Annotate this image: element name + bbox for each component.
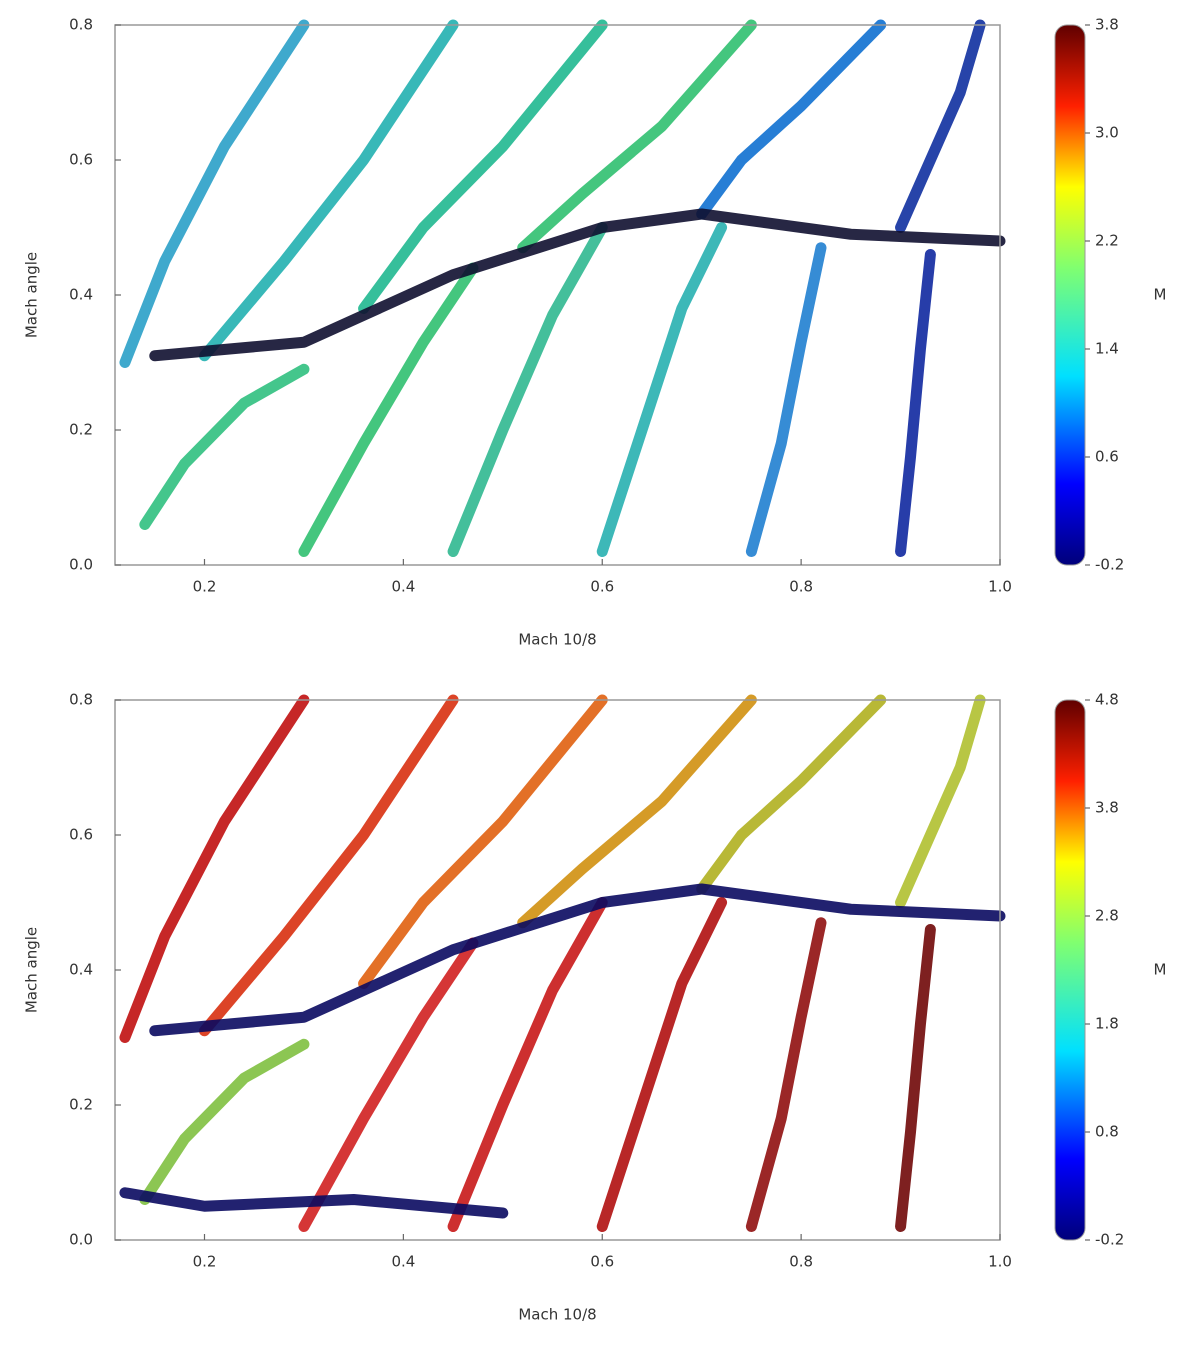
colorbar-tick-label: 1.8 — [1095, 1015, 1119, 1033]
colorbar-tick-label: 4.8 — [1095, 691, 1119, 709]
streamline — [447, 222, 608, 557]
colorbar — [1054, 24, 1086, 566]
colorbar-tick-label: 1.4 — [1095, 340, 1119, 358]
x-tick-label: 0.4 — [391, 578, 415, 596]
colorbar-tick-label: -0.2 — [1095, 1231, 1124, 1249]
streamline — [298, 937, 479, 1232]
colorbar-tick-label: 0.6 — [1095, 448, 1119, 466]
y-tick-label: 0.4 — [69, 286, 93, 304]
streamline — [895, 924, 936, 1232]
y-tick-label: 0.6 — [69, 151, 93, 169]
colorbar-tick-label: 0.8 — [1095, 1123, 1119, 1141]
streamline — [895, 694, 986, 908]
streamline — [447, 897, 608, 1232]
x-axis-label: Mach 10/8 — [518, 1306, 596, 1324]
streamline — [696, 694, 887, 895]
colorbar-tick-label: 3.0 — [1095, 124, 1119, 142]
streamline — [596, 222, 728, 557]
streamline — [517, 694, 757, 929]
streamline — [298, 262, 479, 557]
x-tick-label: 0.8 — [789, 1253, 813, 1271]
streamline — [696, 19, 887, 220]
x-tick-label: 1.0 — [988, 1253, 1012, 1271]
colorbar-tick-label: -0.2 — [1095, 556, 1124, 574]
streamline — [119, 694, 310, 1043]
x-tick-label: 0.2 — [193, 1253, 217, 1271]
streamline — [139, 363, 310, 530]
x-tick-label: 0.6 — [590, 578, 614, 596]
streamline — [745, 242, 827, 557]
streamline — [745, 917, 827, 1232]
x-tick-label: 0.6 — [590, 1253, 614, 1271]
y-tick-label: 0.0 — [69, 556, 93, 574]
y-tick-label: 0.4 — [69, 961, 93, 979]
streamline — [149, 883, 1006, 1037]
y-tick-label: 0.2 — [69, 1096, 93, 1114]
x-axis-label: Mach 10/8 — [518, 631, 596, 649]
streamline — [517, 19, 757, 254]
streamline — [119, 19, 310, 368]
y-tick-label: 0.8 — [69, 691, 93, 709]
y-tick-label: 0.6 — [69, 826, 93, 844]
streamline — [198, 19, 459, 362]
y-tick-label: 0.8 — [69, 16, 93, 34]
streamline — [198, 694, 459, 1037]
x-tick-label: 0.4 — [391, 1253, 415, 1271]
y-axis-label: Mach angle — [23, 252, 41, 338]
streamline — [149, 208, 1006, 362]
streamline — [358, 19, 608, 314]
colorbar-tick-label: 3.8 — [1095, 16, 1119, 34]
colorbar — [1054, 699, 1086, 1241]
x-tick-label: 0.8 — [789, 578, 813, 596]
streamline — [895, 19, 986, 233]
x-tick-label: 1.0 — [988, 578, 1012, 596]
streamline — [119, 1187, 509, 1219]
streamline — [358, 694, 608, 989]
colorbar-label: M — [1154, 961, 1167, 979]
y-axis-label: Mach angle — [23, 927, 41, 1013]
colorbar-label: M — [1154, 286, 1167, 304]
streamline — [139, 1038, 310, 1205]
y-tick-label: 0.0 — [69, 1231, 93, 1249]
colorbar-tick-label: 3.8 — [1095, 799, 1119, 817]
x-tick-label: 0.2 — [193, 578, 217, 596]
streamline — [596, 897, 728, 1232]
colorbar-tick-label: 2.2 — [1095, 232, 1119, 250]
colorbar-tick-label: 2.8 — [1095, 907, 1119, 925]
streamline — [895, 249, 936, 557]
y-tick-label: 0.2 — [69, 421, 93, 439]
